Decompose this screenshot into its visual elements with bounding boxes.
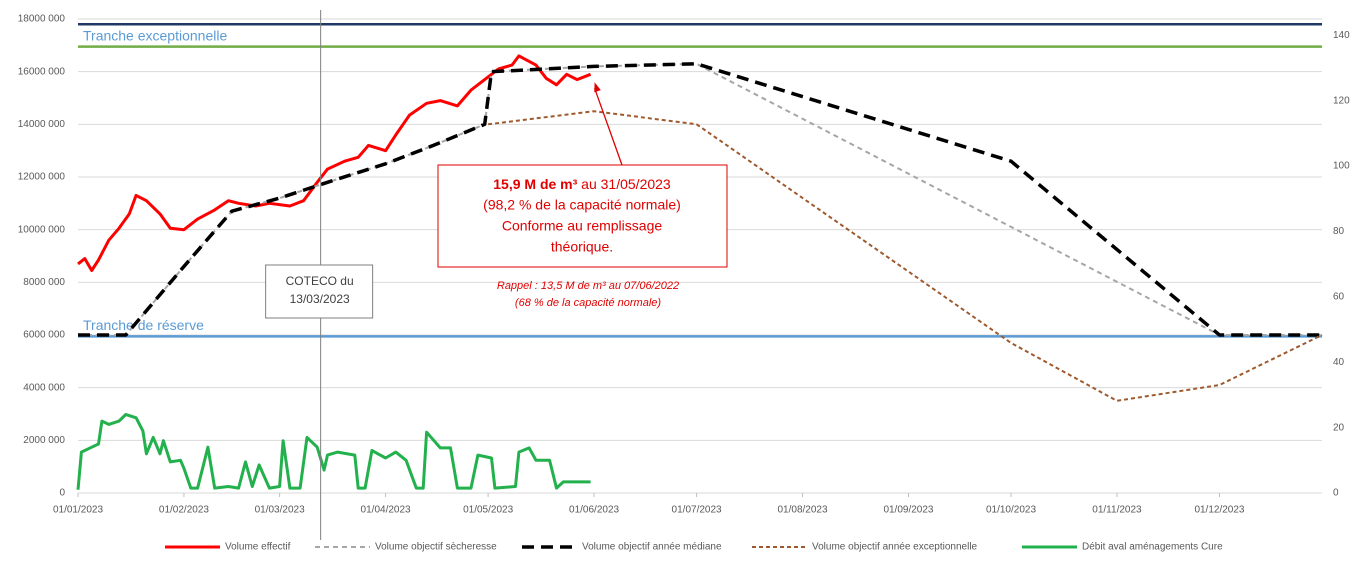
x-tick-label: 01/02/2023 [159,505,209,516]
x-tick-label: 01/06/2023 [569,505,619,516]
callout-note: (68 % de la capacité normale) [515,297,661,309]
y-tick-label: 14000 000 [18,119,66,130]
series-line [487,110,1323,402]
legend-label: Volume effectif [225,542,291,553]
y-tick-label: 6000 000 [23,330,65,341]
callout-arrowhead [594,82,601,93]
x-tick-label: 01/10/2023 [986,505,1036,516]
series-line [77,54,592,272]
marker-box [265,264,374,319]
y-tick-label: 16000 000 [18,66,66,77]
marker-text: COTECO du [286,274,354,288]
y2-tick-label: 100 [1333,161,1350,172]
y2-tick-label: 20 [1333,422,1345,433]
callout-arrow [594,88,623,166]
x-tick-label: 01/08/2023 [777,505,827,516]
x-tick-label: 01/05/2023 [463,505,513,516]
legend-label: Volume objectif année exceptionnelle [812,542,978,553]
legend-label: Volume objectif année médiane [582,542,722,553]
y-tick-label: 10000 000 [18,224,66,235]
reference-label: Tranche de réserve [83,317,204,333]
y2-tick-label: 120 [1333,95,1350,106]
y-tick-label: 18000 000 [18,14,66,25]
y-tick-label: 2000 000 [23,435,65,446]
callout-line: Conforme au remplissage [502,218,663,234]
x-tick-label: 01/12/2023 [1194,505,1244,516]
x-tick-label: 01/01/2023 [53,505,103,516]
y-tick-label: 12000 000 [18,172,66,183]
y2-tick-label: 40 [1333,357,1345,368]
x-tick-label: 01/09/2023 [883,505,933,516]
callout-date: au 31/05/2023 [577,176,671,192]
x-tick-label: 01/03/2023 [255,505,305,516]
callout-box [437,164,728,268]
y-tick-label: 8000 000 [23,277,65,288]
legend-label: Débit aval aménagements Cure [1082,542,1223,553]
callout-title: 15,9 M de m³ au 31/05/2023 [493,176,671,192]
reference-label: Tranche exceptionnelle [83,27,227,43]
callout-note: Rappel : 13,5 M de m³ au 07/06/2022 [497,280,679,292]
series-line [76,413,591,490]
x-tick-label: 01/04/2023 [361,505,411,516]
callout-line: théorique. [551,239,613,255]
series-line [78,62,1322,337]
x-tick-label: 01/11/2023 [1092,505,1142,516]
callout-line: (98,2 % de la capacité normale) [483,197,681,213]
y2-tick-label: 60 [1333,292,1345,303]
y2-tick-label: 0 [1333,488,1339,499]
legend-label: Volume objectif sècheresse [375,542,497,553]
marker-text: 13/03/2023 [290,292,350,306]
y2-tick-label: 140 [1333,30,1350,41]
series-line [78,62,1322,336]
y-tick-label: 0 [59,488,65,499]
callout-bold: 15,9 M de m³ [493,176,577,192]
x-tick-label: 01/07/2023 [672,505,722,516]
y-tick-label: 4000 000 [23,382,65,393]
y2-tick-label: 80 [1333,226,1345,237]
